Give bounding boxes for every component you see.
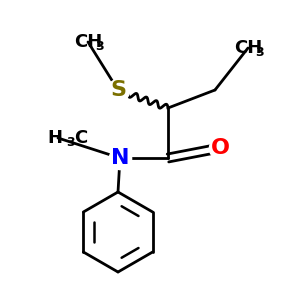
Text: CH: CH — [234, 39, 262, 57]
Text: C: C — [74, 129, 87, 147]
Text: O: O — [211, 138, 230, 158]
Text: 3: 3 — [256, 46, 264, 59]
Text: N: N — [111, 148, 129, 168]
Text: 3: 3 — [66, 136, 75, 149]
Text: S: S — [110, 80, 126, 100]
Text: 3: 3 — [96, 40, 104, 53]
Text: CH: CH — [74, 33, 102, 51]
Text: H: H — [47, 129, 62, 147]
